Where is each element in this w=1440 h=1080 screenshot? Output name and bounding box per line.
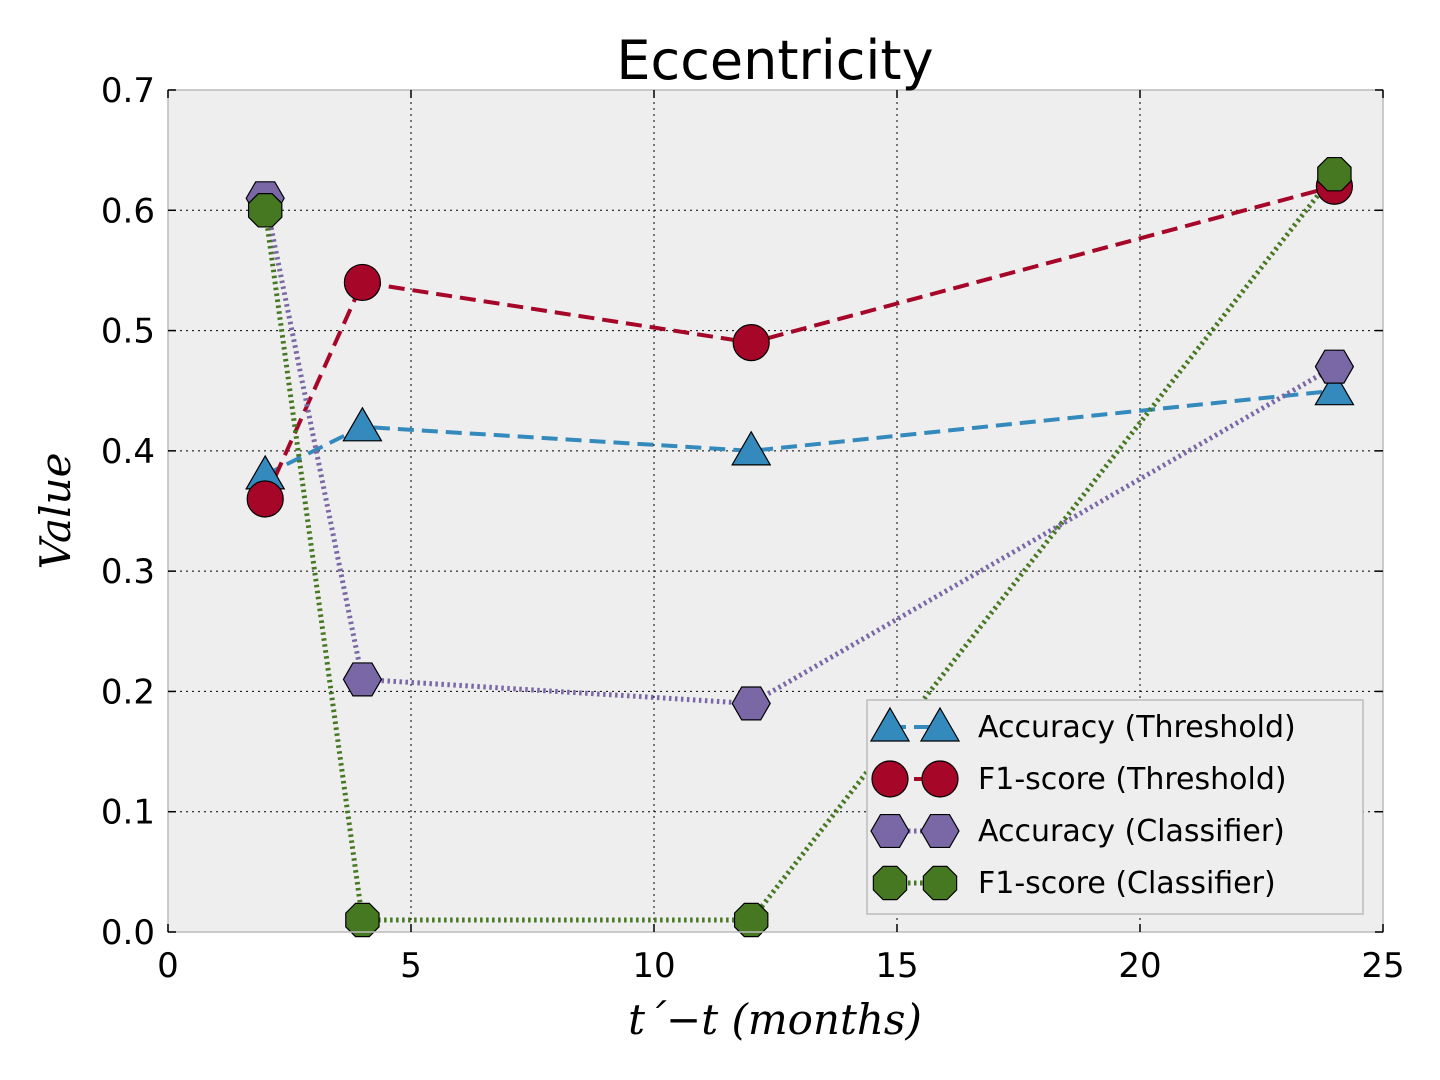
data-point-f1-score-threshold bbox=[246, 480, 284, 518]
x-tick-label: 0 bbox=[157, 946, 179, 986]
x-tick-label: 10 bbox=[632, 946, 675, 986]
series-line-f1-score-threshold bbox=[263, 184, 1335, 500]
legend-marker-accuracy-classifier bbox=[920, 813, 960, 849]
y-tick-label: 0.6 bbox=[101, 191, 155, 231]
y-axis-label: Value bbox=[31, 453, 80, 570]
data-point-accuracy-threshold bbox=[342, 406, 383, 442]
y-tick-label: 0.2 bbox=[101, 672, 155, 712]
y-ticks: 0.0 0.1 0.2 0.3 0.4 0.5 0.6 0.7 bbox=[101, 71, 1383, 953]
legend: Accuracy (Threshold) F1-score (Threshold… bbox=[866, 699, 1364, 915]
data-point-f1-score-classifier bbox=[733, 902, 769, 938]
series-markers bbox=[245, 156, 1355, 938]
x-tick-label: 25 bbox=[1361, 946, 1404, 986]
legend-marker-f1-score-threshold bbox=[921, 760, 959, 798]
x-tick-label: 5 bbox=[400, 946, 422, 986]
data-point-f1-score-classifier bbox=[345, 902, 380, 938]
data-point-accuracy-classifier bbox=[1314, 349, 1355, 384]
data-point-accuracy-threshold bbox=[731, 430, 772, 466]
data-point-f1-score-classifier bbox=[1317, 156, 1352, 192]
legend-marker-f1-score-classifier bbox=[872, 865, 908, 901]
x-ticks: 0 5 10 15 20 25 bbox=[157, 90, 1405, 986]
x-axis-label: t´−t (months) bbox=[628, 995, 922, 1044]
data-point-accuracy-threshold bbox=[1314, 370, 1355, 406]
x-tick-label: 20 bbox=[1118, 946, 1161, 986]
series-line-accuracy-threshold bbox=[264, 388, 1335, 477]
legend-marker-accuracy-classifier bbox=[870, 813, 910, 849]
y-tick-label: 0.5 bbox=[101, 312, 155, 352]
legend-marker-accuracy-threshold bbox=[919, 706, 961, 742]
legend-label-f1-classifier: F1-score (Classifier) bbox=[978, 866, 1276, 901]
legend-label-accuracy-classifier: Accuracy (Classifier) bbox=[978, 814, 1285, 849]
data-point-accuracy-classifier bbox=[731, 686, 771, 721]
legend-marker-accuracy-threshold bbox=[869, 706, 911, 742]
legend-label-accuracy-threshold: Accuracy (Threshold) bbox=[978, 710, 1296, 745]
series-line-f1-score-classifier bbox=[262, 172, 1337, 923]
y-tick-label: 0.3 bbox=[101, 552, 155, 592]
y-tick-label: 0.7 bbox=[101, 71, 155, 111]
legend-items bbox=[869, 706, 961, 901]
data-point-f1-score-threshold bbox=[343, 263, 381, 302]
data-point-accuracy-classifier bbox=[342, 662, 383, 697]
legend-label-f1-threshold: F1-score (Threshold) bbox=[978, 762, 1287, 797]
plot-frame bbox=[167, 89, 1384, 933]
y-tick-label: 0.4 bbox=[101, 432, 155, 472]
series-line-accuracy-classifier bbox=[262, 197, 1336, 707]
data-point-f1-score-classifier bbox=[247, 193, 283, 228]
legend-marker-f1-score-classifier bbox=[922, 865, 958, 901]
y-tick-label: 0.1 bbox=[101, 793, 155, 833]
y-tick-label: 0.0 bbox=[101, 913, 155, 953]
data-point-f1-score-threshold bbox=[732, 324, 770, 362]
series-lines bbox=[262, 172, 1337, 923]
x-tick-label: 15 bbox=[875, 946, 918, 986]
legend-marker-f1-score-threshold bbox=[871, 760, 909, 798]
chart-title: Eccentricity bbox=[616, 29, 933, 92]
